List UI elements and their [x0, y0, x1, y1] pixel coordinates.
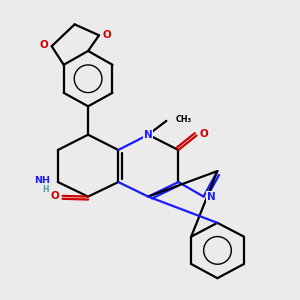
- Text: N: N: [207, 192, 216, 202]
- Text: NH: NH: [34, 176, 51, 185]
- Text: O: O: [103, 30, 111, 40]
- Text: O: O: [39, 40, 48, 50]
- Text: O: O: [51, 191, 60, 201]
- Text: H: H: [42, 185, 49, 194]
- Text: CH₃: CH₃: [176, 115, 192, 124]
- Text: N: N: [144, 130, 153, 140]
- Text: O: O: [200, 129, 208, 139]
